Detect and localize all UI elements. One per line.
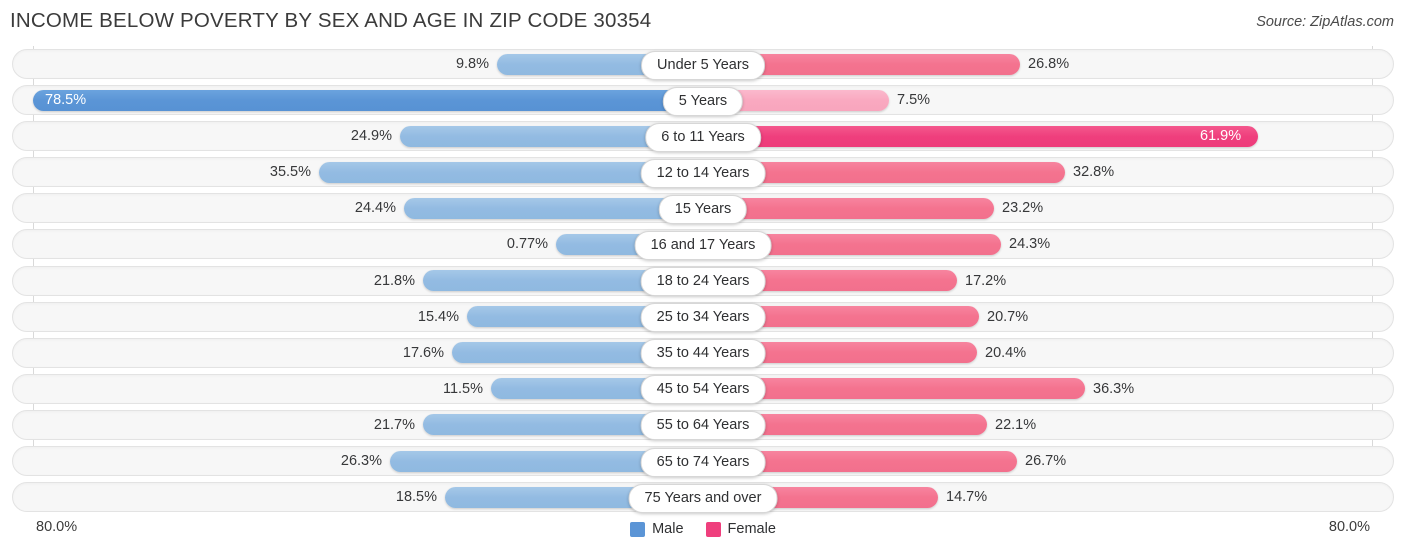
chart-plot-area: 9.8% 26.8% Under 5 Years 78.5% 7.5% 5 Years 24… (0, 46, 1406, 537)
bar-female[interactable] (703, 414, 987, 436)
chart-row: 24.4% 23.2% 15 Years (0, 190, 1406, 226)
category-label: 15 Years (658, 194, 748, 224)
bar-female[interactable] (703, 306, 979, 328)
chart-legend: Male Female (0, 516, 1406, 542)
value-label-male: 21.7% (373, 416, 415, 433)
value-label-male: 78.5% (45, 92, 87, 109)
bar-male[interactable] (423, 414, 703, 436)
source-attribution: Source: ZipAtlas.com (1256, 14, 1394, 30)
value-label-male: 24.9% (350, 128, 392, 145)
category-label: 16 and 17 Years (634, 230, 772, 260)
square-swatch-icon (630, 521, 646, 537)
chart-row: 9.8% 26.8% Under 5 Years (0, 46, 1406, 82)
value-label-female: 7.5% (897, 92, 931, 109)
value-label-male: 17.6% (402, 344, 444, 361)
bar-female[interactable] (703, 450, 1017, 472)
bar-male[interactable] (319, 161, 703, 183)
legend-item-female[interactable]: Female (705, 521, 776, 537)
chart-row: 11.5% 36.3% 45 to 54 Years (0, 371, 1406, 407)
page-title: INCOME BELOW POVERTY BY SEX AND AGE IN Z… (10, 9, 652, 32)
category-label: 5 Years (662, 86, 744, 116)
axis-label-right: 80.0% (1328, 519, 1370, 535)
chart-row: 15.4% 20.7% 25 to 34 Years (0, 299, 1406, 335)
chart-header: INCOME BELOW POVERTY BY SEX AND AGE IN Z… (0, 0, 1406, 44)
category-label: 6 to 11 Years (645, 122, 761, 152)
chart-row: 35.5% 32.8% 12 to 14 Years (0, 154, 1406, 190)
axis-labels: 80.0% 80.0% (0, 516, 1406, 542)
bar-female[interactable] (703, 89, 889, 111)
axis-label-left: 80.0% (36, 519, 78, 535)
value-label-male: 18.5% (395, 489, 437, 506)
chart-row: 78.5% 7.5% 5 Years (0, 82, 1406, 118)
legend-label: Female (727, 521, 776, 537)
chart-row: 17.6% 20.4% 35 to 44 Years (0, 335, 1406, 371)
value-label-female: 61.9% (1200, 128, 1242, 145)
value-label-female: 23.2% (1002, 200, 1044, 217)
chart-rows: 9.8% 26.8% Under 5 Years 78.5% 7.5% 5 Years 24… (0, 46, 1406, 515)
bar-female[interactable] (703, 342, 977, 364)
legend-label: Male (652, 521, 684, 537)
value-label-female: 32.8% (1073, 164, 1115, 181)
bar-female[interactable] (703, 53, 1020, 75)
category-label: 12 to 14 Years (640, 158, 766, 188)
category-label: 55 to 64 Years (640, 411, 766, 441)
value-label-female: 20.7% (987, 308, 1029, 325)
value-label-female: 26.8% (1028, 56, 1070, 72)
bar-female[interactable] (703, 161, 1065, 183)
value-label-female: 36.3% (1093, 380, 1135, 397)
category-label: 18 to 24 Years (640, 267, 766, 297)
chart-row: 21.8% 17.2% 18 to 24 Years (0, 263, 1406, 299)
legend-item-male[interactable]: Male (630, 521, 684, 537)
chart-row: 21.7% 22.1% 55 to 64 Years (0, 407, 1406, 443)
value-label-male: 15.4% (417, 308, 459, 325)
square-swatch-icon (705, 521, 721, 537)
bar-male[interactable] (423, 270, 703, 292)
gridline-right (1372, 46, 1373, 475)
bar-female[interactable] (703, 125, 1258, 147)
gridline-left (33, 46, 34, 475)
value-label-male: 24.4% (354, 200, 396, 217)
value-label-female: 20.4% (985, 344, 1027, 361)
chart-row: 18.5% 14.7% 75 Years and over (0, 479, 1406, 515)
bar-male[interactable] (33, 89, 703, 111)
value-label-female: 22.1% (995, 416, 1037, 433)
value-label-female: 24.3% (1009, 236, 1051, 253)
category-label: Under 5 Years (641, 50, 765, 80)
bar-male[interactable] (400, 125, 703, 147)
value-label-female: 14.7% (946, 489, 988, 506)
bar-male[interactable] (404, 197, 703, 219)
category-label: 35 to 44 Years (640, 339, 766, 369)
bar-male[interactable] (390, 450, 703, 472)
value-label-female: 26.7% (1025, 453, 1067, 470)
chart-row: 26.3% 26.7% 65 to 74 Years (0, 443, 1406, 479)
bar-male[interactable] (452, 342, 703, 364)
value-label-male: 26.3% (340, 453, 382, 470)
category-label: 45 to 54 Years (640, 375, 766, 405)
value-label-male: 11.5% (442, 380, 483, 397)
value-label-male: 21.8% (373, 272, 415, 289)
bar-female[interactable] (703, 197, 994, 219)
value-label-male: 9.8% (455, 56, 489, 72)
bar-female[interactable] (703, 378, 1085, 400)
value-label-female: 17.2% (965, 272, 1007, 289)
bar-female[interactable] (703, 270, 957, 292)
chart-row: 0.77% 24.3% 16 and 17 Years (0, 226, 1406, 262)
category-label: 25 to 34 Years (640, 303, 766, 333)
category-label: 65 to 74 Years (640, 447, 766, 477)
bar-female[interactable] (703, 233, 1001, 255)
category-label: 75 Years and over (628, 483, 778, 513)
value-label-male: 0.77% (506, 236, 548, 253)
chart-row: 24.9% 61.9% 6 to 11 Years (0, 118, 1406, 154)
value-label-male: 35.5% (269, 164, 311, 181)
